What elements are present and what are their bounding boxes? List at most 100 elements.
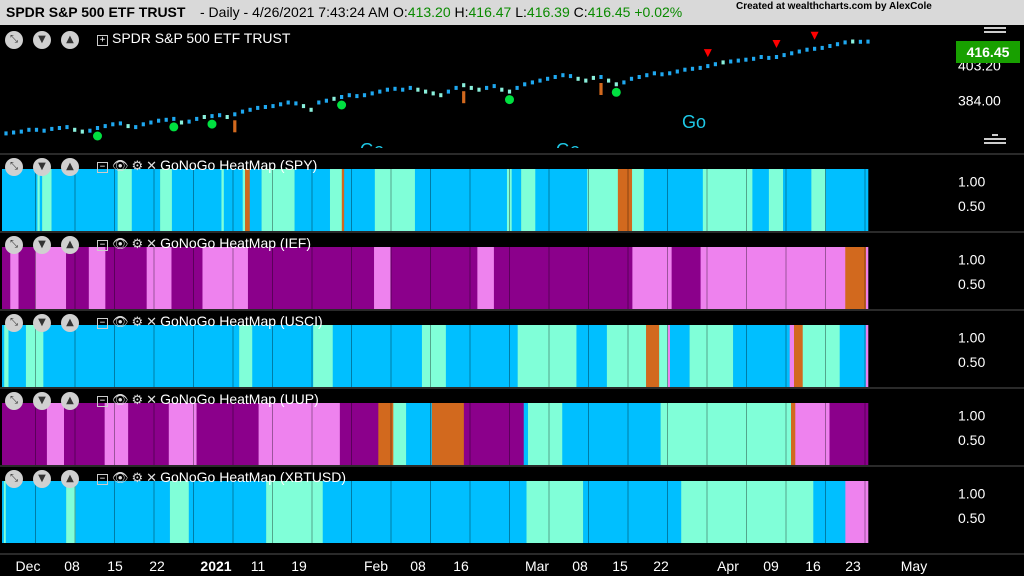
heatmap-cell — [643, 169, 704, 231]
heatmap-cell — [239, 325, 253, 387]
expand-pane-icon[interactable]: ⤡ — [5, 314, 23, 332]
heatmap-grid-line — [588, 403, 589, 465]
heatmap-cell — [865, 325, 869, 387]
heatmap-grid-line — [469, 247, 471, 309]
price-bar — [530, 80, 534, 85]
expand-pane-icon[interactable]: ⤡ — [5, 158, 23, 176]
price-bar — [637, 75, 641, 79]
eye-icon[interactable]: 👁 — [112, 393, 129, 408]
close-icon[interactable]: ✕ — [146, 237, 158, 252]
expand-pane-icon[interactable]: ⤡ — [5, 31, 23, 49]
collapse-icon[interactable]: − — [97, 474, 108, 485]
heatmap-cell — [341, 169, 345, 231]
eye-icon[interactable]: 👁 — [112, 471, 129, 486]
gear-icon[interactable]: ⚙ — [131, 315, 144, 330]
move-up-icon[interactable]: ▲ — [61, 158, 79, 176]
heatmap-grid-line — [272, 403, 273, 465]
heatmap-cell — [249, 169, 262, 231]
price-bar — [12, 130, 16, 135]
heatmap-grid-line — [272, 169, 273, 231]
price-bar — [355, 94, 359, 99]
close-icon[interactable]: ✕ — [146, 393, 158, 408]
heatmap-grid-line — [351, 403, 352, 465]
move-down-icon[interactable]: ▼ — [33, 470, 51, 488]
price-bar — [263, 105, 267, 109]
eye-icon[interactable]: 👁 — [112, 315, 129, 330]
pane-divider — [0, 553, 1024, 555]
move-up-icon[interactable]: ▲ — [61, 314, 79, 332]
go-dot-marker — [207, 119, 217, 129]
heatmap-cell — [390, 247, 478, 309]
heatmap-grid-line — [74, 403, 76, 465]
heatmap-grid-line — [311, 481, 313, 543]
gear-icon[interactable]: ⚙ — [131, 237, 144, 252]
heatmap-grid-line — [193, 325, 194, 387]
price-bar — [744, 57, 748, 62]
price-bar — [835, 42, 840, 47]
collapse-icon[interactable]: − — [97, 396, 108, 407]
heatmap-grid-line — [272, 247, 273, 309]
move-down-icon[interactable]: ▼ — [33, 158, 51, 176]
price-bar — [607, 78, 611, 83]
price-bar — [401, 87, 405, 92]
move-up-icon[interactable]: ▲ — [61, 236, 79, 254]
heatmap-grid-line — [588, 481, 589, 543]
resize-grip-icon[interactable] — [984, 27, 1006, 37]
price-bar — [706, 64, 710, 69]
heatmap-title-text: GoNoGo HeatMap (USCI) — [160, 313, 323, 329]
heatmap-cell — [294, 169, 331, 231]
expand-pane-icon[interactable]: ⤡ — [5, 470, 23, 488]
heatmap-cell — [667, 325, 671, 387]
pane-divider — [0, 465, 1024, 467]
price-bar — [347, 93, 351, 98]
heatmap-cell — [733, 325, 790, 387]
collapse-icon[interactable]: − — [97, 240, 108, 251]
collapse-icon[interactable]: − — [97, 162, 108, 173]
expand-pane-icon[interactable]: ⤡ — [5, 392, 23, 410]
heatmap-cell — [702, 169, 753, 231]
close-icon[interactable]: ✕ — [146, 159, 158, 174]
heatmap-cell — [845, 247, 867, 309]
move-down-icon[interactable]: ▼ — [33, 392, 51, 410]
price-bar — [721, 60, 725, 65]
eye-icon[interactable]: 👁 — [112, 159, 129, 174]
heatmap-grid-line — [627, 481, 629, 543]
heatmap-cell — [632, 169, 645, 231]
low-label: L: — [515, 4, 527, 20]
gear-icon[interactable]: ⚙ — [131, 159, 144, 174]
move-up-icon[interactable]: ▲ — [61, 31, 79, 49]
collapse-icon[interactable]: + — [97, 35, 108, 46]
collapse-icon[interactable]: − — [97, 318, 108, 329]
heatmap-grid-line — [627, 403, 629, 465]
move-down-icon[interactable]: ▼ — [33, 31, 51, 49]
heatmap-grid-line — [232, 169, 234, 231]
price-bar — [454, 85, 458, 90]
gear-icon[interactable]: ⚙ — [131, 393, 144, 408]
price-bar — [599, 75, 603, 79]
price-bar — [88, 128, 92, 133]
move-down-icon[interactable]: ▼ — [33, 314, 51, 332]
price-bar — [622, 80, 626, 85]
heatmap-grid-line — [114, 481, 115, 543]
close-icon[interactable]: ✕ — [146, 471, 158, 486]
heatmap-cell — [2, 481, 5, 543]
heatmap-cell — [66, 247, 90, 309]
eye-icon[interactable]: 👁 — [112, 237, 129, 252]
heatmap-grid-line — [509, 325, 510, 387]
price-bar — [584, 78, 588, 83]
close-icon[interactable]: ✕ — [146, 315, 158, 330]
move-down-icon[interactable]: ▼ — [33, 236, 51, 254]
heatmap-cell — [671, 247, 701, 309]
heatmap-cell — [8, 325, 27, 387]
heatmap-grid-line — [74, 247, 76, 309]
gear-icon[interactable]: ⚙ — [131, 471, 144, 486]
heatmap-cell — [528, 403, 563, 465]
move-up-icon[interactable]: ▲ — [61, 392, 79, 410]
move-up-icon[interactable]: ▲ — [61, 470, 79, 488]
resize-grip-icon[interactable] — [984, 134, 1006, 144]
expand-pane-icon[interactable]: ⤡ — [5, 236, 23, 254]
x-axis-date-label: 23 — [845, 558, 861, 574]
heatmap-grid-line — [667, 247, 668, 309]
heatmap-cell — [171, 247, 203, 309]
heatmap-cell — [511, 169, 522, 231]
